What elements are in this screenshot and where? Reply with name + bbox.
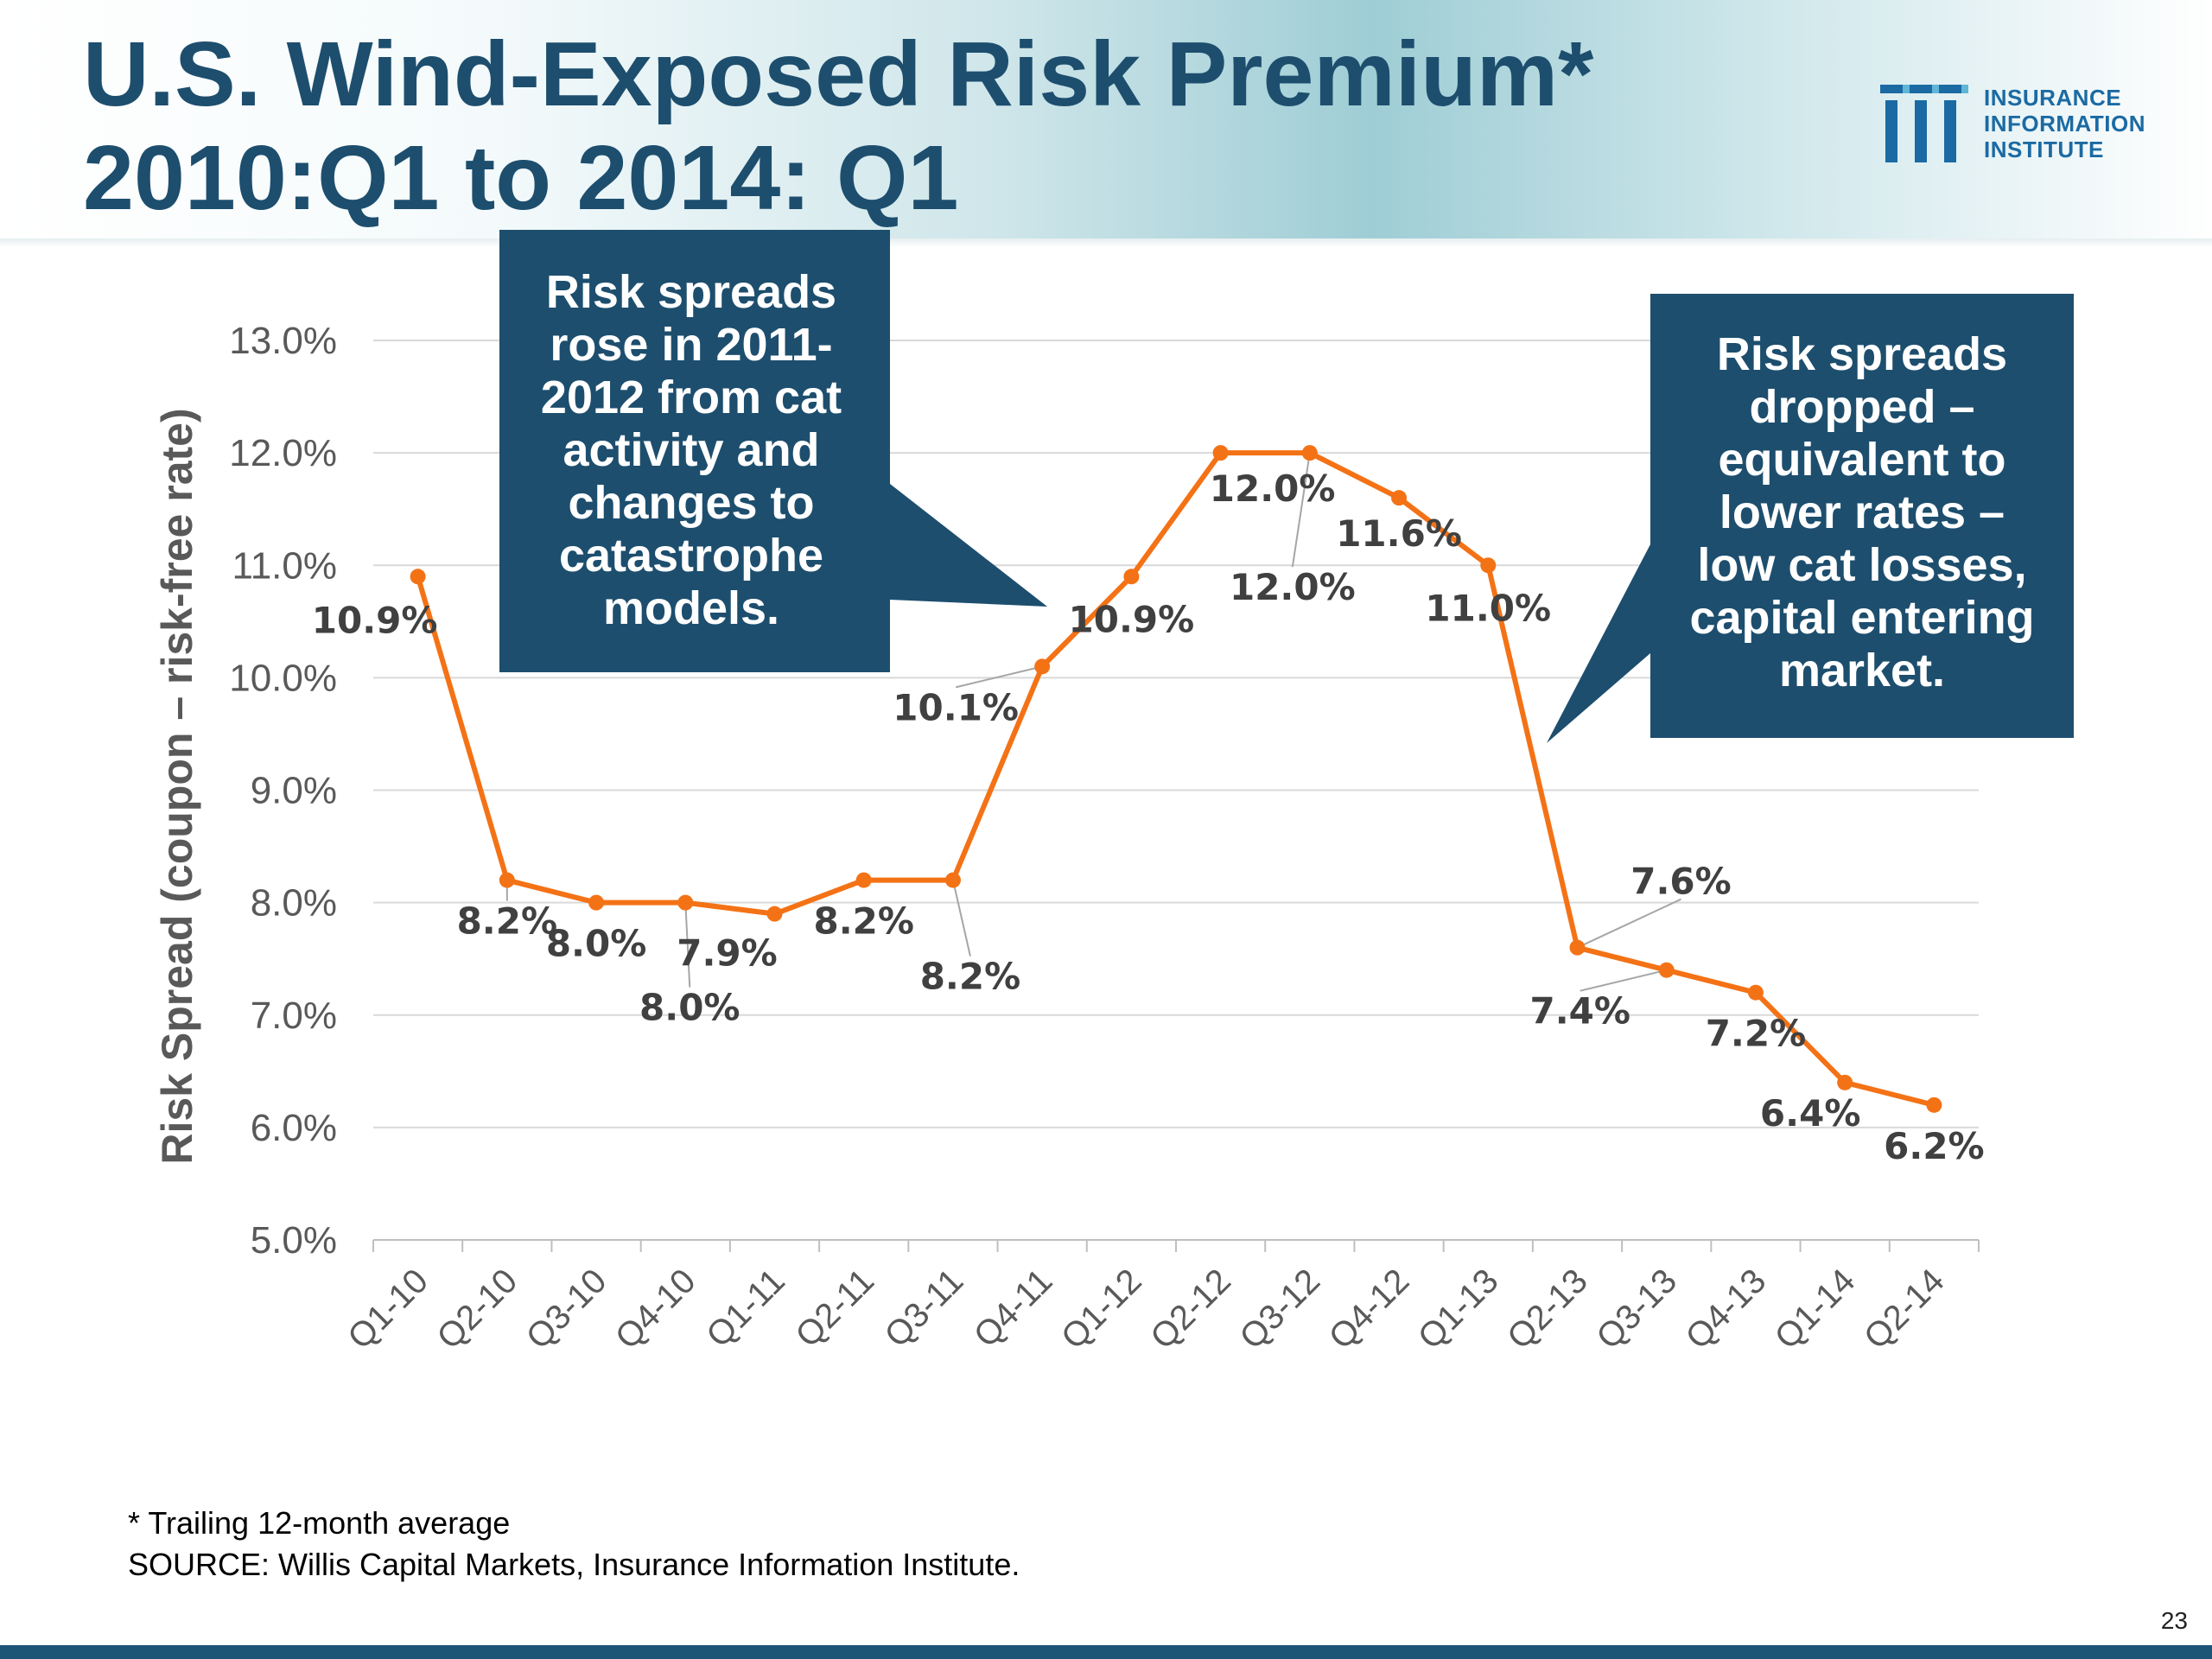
- data-point: [677, 894, 694, 911]
- x-tick-label: Q4-13: [1679, 1262, 1774, 1357]
- x-tick-label: Q4-12: [1322, 1262, 1417, 1357]
- iii-logo-icon: [1880, 85, 1968, 162]
- data-label: 8.2%: [457, 900, 557, 943]
- y-tick-label: 12.0%: [229, 432, 337, 474]
- y-tick-label: 7.0%: [251, 995, 337, 1037]
- label-leader-line: [1577, 898, 1681, 949]
- label-leader-line: [955, 665, 1043, 689]
- data-point: [1391, 490, 1408, 506]
- data-label: 6.2%: [1884, 1125, 1984, 1167]
- x-tick-label: Q4-10: [608, 1262, 703, 1357]
- y-tick-label: 6.0%: [251, 1107, 337, 1149]
- x-tick-label: Q3-12: [1232, 1262, 1327, 1357]
- x-tick-label: Q4-11: [967, 1262, 1060, 1355]
- page-title-line-2: 2010:Q1 to 2014: Q1: [83, 127, 959, 229]
- data-point: [588, 894, 605, 911]
- footnote-trailing-average: * Trailing 12-month average: [128, 1505, 511, 1541]
- page-number: 23: [2160, 1607, 2188, 1634]
- x-tick-label: Q2-11: [788, 1262, 881, 1355]
- x-tick-label: Q3-13: [1589, 1262, 1684, 1357]
- y-tick-label: 13.0%: [229, 320, 337, 362]
- data-point: [1837, 1074, 1853, 1090]
- data-label: 7.4%: [1529, 990, 1630, 1033]
- data-point: [1747, 984, 1764, 1001]
- label-leader-line: [684, 902, 691, 988]
- data-label: 8.2%: [920, 956, 1020, 998]
- x-tick-label: Q1-10: [340, 1262, 435, 1357]
- bottom-bar: [0, 1645, 2212, 1659]
- y-tick-label: 11.0%: [232, 544, 338, 587]
- y-axis-label: Risk Spread (coupon – risk-free rate): [153, 408, 201, 1164]
- data-label: 6.4%: [1760, 1092, 1860, 1135]
- x-tick-label: Q2-12: [1143, 1262, 1238, 1357]
- data-label: 7.9%: [677, 932, 777, 975]
- data-label: 7.2%: [1706, 1013, 1806, 1055]
- axes: [372, 1239, 1980, 1252]
- data-label: 11.0%: [1425, 587, 1551, 629]
- logo-line-3: INSTITUTE: [1984, 137, 2104, 162]
- y-tick-label: 9.0%: [251, 770, 337, 812]
- y-tick-label: 10.0%: [229, 657, 337, 699]
- callout-right-text: Risk spreads dropped – equivalent to low…: [1689, 328, 2035, 696]
- data-point: [410, 569, 426, 585]
- data-point: [855, 872, 872, 888]
- callout-right-box: [1547, 294, 2074, 743]
- x-tick-labels: Q1-10Q2-10Q3-10Q4-10Q1-11Q2-11Q3-11Q4-11…: [340, 1262, 1952, 1357]
- x-tick-label: Q1-11: [699, 1262, 792, 1355]
- x-tick-label: Q3-10: [519, 1262, 614, 1357]
- data-label: 12.0%: [1210, 467, 1336, 510]
- data-point: [1034, 658, 1051, 675]
- data-point: [1480, 557, 1497, 574]
- x-tick-label: Q2-10: [429, 1262, 524, 1357]
- series-line: [415, 450, 1936, 1108]
- y-tick-labels: 5.0% 6.0% 7.0% 8.0% 9.0% 10.0% 11.0% 12.0% 13.0%: [229, 320, 337, 1262]
- label-leader-line: [951, 880, 971, 957]
- data-label: 11.6%: [1336, 512, 1462, 555]
- logo-line-2: INFORMATION: [1984, 111, 2145, 137]
- data-label: 10.9%: [1069, 598, 1195, 640]
- data-label: 8.0%: [546, 923, 646, 965]
- logo-line-1: INSURANCE: [1984, 85, 2122, 111]
- data-labels: 10.9%8.2%8.0%8.0%7.9%8.2%8.2%10.1%10.9%1…: [312, 467, 1985, 1167]
- data-point: [766, 906, 783, 922]
- header-band: [0, 0, 2212, 242]
- callout-left-text: Risk spreads rose in 2011- 2012 from cat…: [540, 266, 842, 634]
- data-point: [1123, 569, 1140, 585]
- y-tick-label: 5.0%: [251, 1219, 337, 1262]
- data-point: [1569, 939, 1586, 956]
- page-title-line-1: U.S. Wind-Exposed Risk Premium*: [83, 23, 1594, 125]
- label-leader-lines: [505, 452, 1681, 992]
- data-point: [944, 872, 961, 888]
- data-point: [1658, 962, 1675, 978]
- x-tick-label: Q2-13: [1500, 1262, 1595, 1357]
- data-point: [1926, 1096, 1942, 1113]
- label-leader-line: [1291, 452, 1311, 568]
- y-tick-label: 8.0%: [251, 882, 337, 925]
- data-point: [499, 872, 515, 888]
- x-tick-label: Q1-13: [1411, 1262, 1506, 1357]
- data-point: [1212, 445, 1229, 461]
- data-label: 10.1%: [893, 686, 1019, 728]
- data-label: 12.0%: [1230, 566, 1356, 608]
- data-label: 10.9%: [312, 599, 438, 641]
- data-point: [1301, 445, 1318, 461]
- data-points: [410, 445, 1942, 1113]
- footnote-source: SOURCE: Willis Capital Markets, Insuranc…: [128, 1547, 1020, 1582]
- label-leader-line: [1580, 969, 1667, 992]
- data-label: 7.6%: [1630, 861, 1731, 903]
- data-label: 8.0%: [639, 987, 740, 1029]
- x-tick-label: Q3-11: [878, 1262, 971, 1355]
- header-divider: [0, 238, 2212, 247]
- callout-left-box: [499, 230, 1047, 672]
- iii-logo: INSURANCE INFORMATION INSTITUTE: [1877, 83, 2171, 169]
- iii-logo-text: INSURANCE INFORMATION INSTITUTE: [1984, 85, 2145, 162]
- data-label: 8.2%: [813, 900, 913, 943]
- x-tick-label: Q2-14: [1857, 1262, 1952, 1357]
- x-tick-label: Q1-12: [1054, 1262, 1149, 1357]
- x-tick-label: Q1-14: [1768, 1262, 1863, 1357]
